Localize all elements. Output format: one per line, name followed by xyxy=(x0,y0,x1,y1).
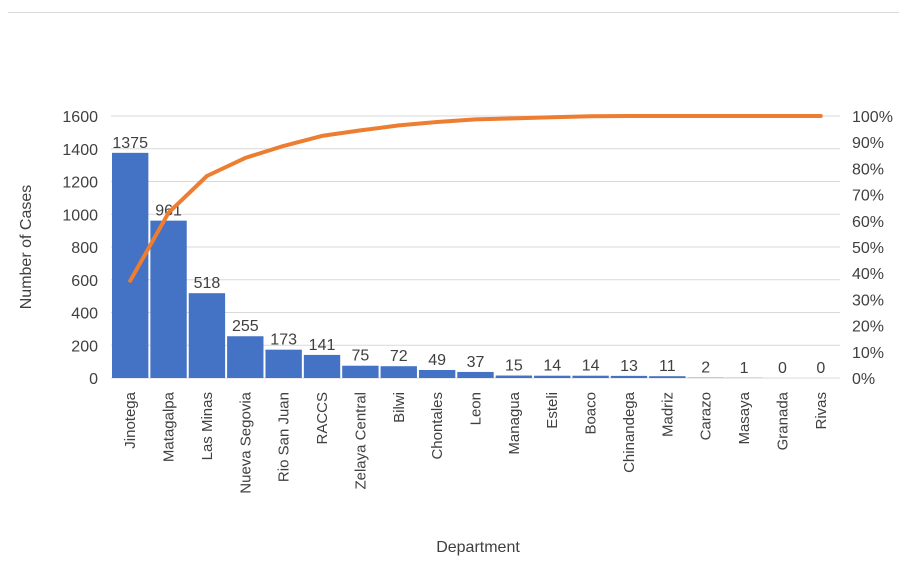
x-tick-label: Matagalpa xyxy=(161,391,178,462)
bar xyxy=(572,375,609,378)
bar xyxy=(457,371,494,378)
bar-data-label: 1375 xyxy=(112,135,148,152)
bar xyxy=(380,366,417,378)
bar-data-label: 141 xyxy=(309,337,336,354)
bar xyxy=(342,365,379,378)
y2-tick-label: 60% xyxy=(852,214,884,231)
bar xyxy=(495,375,533,378)
y-tick-label: 1400 xyxy=(62,142,98,159)
bar-data-label: 49 xyxy=(428,352,446,369)
y2-tick-label: 40% xyxy=(852,266,884,283)
y-axis-title: Number of Cases xyxy=(18,185,35,310)
bar xyxy=(534,375,571,378)
y-tick-label: 800 xyxy=(71,240,98,257)
x-tick-label: Zelaya Central xyxy=(352,392,369,490)
y2-tick-label: 20% xyxy=(852,319,884,336)
bar-data-label: 72 xyxy=(390,348,408,365)
bar-data-label: 2 xyxy=(701,360,710,377)
bar-data-label: 75 xyxy=(351,348,369,365)
y-tick-label: 1000 xyxy=(62,207,98,224)
x-tick-label: Chontales xyxy=(429,392,446,460)
x-tick-label: Nueva Segovia xyxy=(237,391,254,493)
x-tick-label: Bilwi xyxy=(391,392,408,423)
bar-data-label: 37 xyxy=(467,354,485,371)
y-tick-label: 200 xyxy=(71,338,98,355)
bar xyxy=(265,349,302,378)
x-tick-label: Jinotega xyxy=(122,391,139,448)
x-tick-label: RACCS xyxy=(314,392,331,445)
y2-tick-label: 80% xyxy=(852,161,884,178)
top-divider xyxy=(8,12,899,13)
bar xyxy=(227,336,264,378)
bar-data-label: 1 xyxy=(740,360,749,377)
x-tick-label: Carazo xyxy=(698,392,715,440)
bar-series xyxy=(112,152,763,378)
y-tick-label: 1600 xyxy=(62,109,98,126)
y-tick-label: 600 xyxy=(71,273,98,290)
y2-tick-label: 70% xyxy=(852,188,884,205)
x-tick-label: Madriz xyxy=(659,392,676,437)
bar xyxy=(303,354,341,378)
bar xyxy=(112,152,149,378)
y2-tick-label: 0% xyxy=(852,371,875,388)
bar-data-label: 14 xyxy=(543,358,561,375)
bar xyxy=(610,375,648,378)
bar-data-label: 11 xyxy=(659,358,676,375)
x-tick-label: Rio San Juan xyxy=(276,392,293,482)
category-axis-labels: Jinotega Matagalpa Las Minas Nueva Segovia R… xyxy=(122,391,830,493)
x-tick-label: Leon xyxy=(468,392,485,425)
x-tick-label: Chinandega xyxy=(621,391,638,473)
y2-tick-label: 50% xyxy=(852,240,884,257)
left-axis-ticks: 0 200 400 600 800 1000 1200 1400 1600 xyxy=(62,109,98,388)
bar-data-label: 518 xyxy=(194,275,221,292)
bar-data-label: 0 xyxy=(816,360,825,377)
right-axis-ticks: 0% 10% 20% 30% 40% 50% 60% 70% 80% 90% 100% xyxy=(852,109,893,388)
y2-tick-label: 100% xyxy=(852,109,893,126)
x-tick-label: Las Minas xyxy=(199,392,216,460)
y-tick-label: 0 xyxy=(89,371,98,388)
bar xyxy=(649,376,686,378)
bar-data-label: 14 xyxy=(582,358,600,375)
x-axis-title: Department xyxy=(436,539,520,556)
x-tick-label: Boaco xyxy=(583,392,600,435)
x-tick-label: Esteli xyxy=(544,392,561,429)
bar-data-label: 173 xyxy=(270,332,297,349)
x-tick-label: Granada xyxy=(774,391,791,450)
x-tick-label: Managua xyxy=(506,391,523,454)
y2-tick-label: 10% xyxy=(852,345,884,362)
y-tick-label: 400 xyxy=(71,306,98,323)
y-tick-label: 1200 xyxy=(62,175,98,192)
y2-tick-label: 30% xyxy=(852,292,884,309)
bar xyxy=(150,220,187,378)
x-tick-label: Masaya xyxy=(736,391,753,444)
bar-data-label: 13 xyxy=(620,358,638,375)
y2-tick-label: 90% xyxy=(852,135,884,152)
bar xyxy=(188,293,226,378)
bar-data-label: 0 xyxy=(778,360,787,377)
x-tick-label: Rivas xyxy=(813,392,830,430)
bar xyxy=(418,369,456,378)
bar-data-label: 255 xyxy=(232,318,259,335)
cumulative-line xyxy=(128,114,823,283)
bar-data-label: 15 xyxy=(505,358,523,375)
